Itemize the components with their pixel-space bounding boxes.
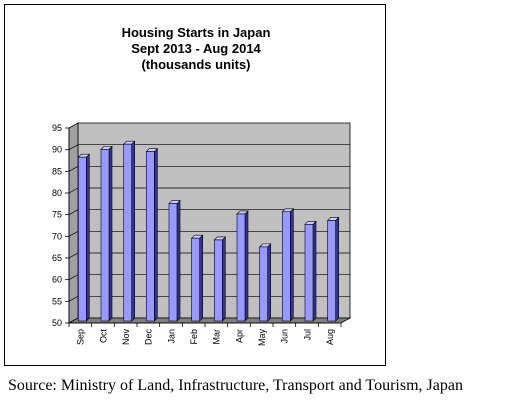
source-note: Source: Ministry of Land, Infrastructure… [8, 377, 463, 394]
bar [304, 224, 314, 322]
bar-side [199, 234, 203, 322]
bar-side [176, 199, 181, 322]
chart-plot: 50 55 60 65 70 75 80 85 90 95 Sep Oct Nov Dec Jan Feb Ma… [52, 122, 352, 347]
y-tick-label: 55 [52, 296, 62, 306]
x-tick-label: May [257, 329, 267, 347]
bar [327, 220, 336, 322]
x-tick-label: Nov [121, 329, 131, 346]
bar [146, 151, 155, 322]
bar [100, 149, 110, 322]
y-tick-label: 90 [52, 145, 62, 155]
y-tick-label: 50 [52, 318, 62, 328]
bar-side [244, 210, 249, 322]
y-tick-label: 60 [52, 275, 62, 285]
y-tick-label: 70 [52, 231, 62, 241]
x-tick-label: Sep [76, 329, 86, 345]
gridline [68, 231, 79, 237]
chart-side-wall [68, 122, 79, 324]
chart-title-line-2: Sept 2013 - Aug 2014 [131, 41, 261, 56]
x-tick-label: Dec [144, 329, 154, 346]
y-tick-label: 80 [52, 188, 62, 198]
x-tick-label: Apr [234, 329, 244, 343]
bar [259, 246, 268, 322]
bar-side [86, 153, 90, 322]
chart-title-line-3: (thousands units) [141, 57, 251, 72]
bar-side [335, 216, 339, 322]
y-tick-label: 95 [52, 123, 62, 133]
x-tick-label: Oct [98, 329, 108, 344]
x-tick-label: Jan [166, 329, 176, 344]
chart-title: Housing Starts in Japan Sept 2013 - Aug … [5, 25, 387, 73]
bar [123, 143, 132, 322]
gridline [68, 252, 79, 259]
bar-side [222, 236, 226, 322]
bar [282, 211, 291, 322]
x-tick-label: Feb [189, 329, 199, 345]
x-tick-label: Jun [280, 329, 290, 344]
y-tick-label: 65 [52, 253, 62, 263]
bar-side [108, 145, 113, 322]
x-tick-label: Mar [212, 329, 222, 345]
bar [78, 156, 87, 322]
gridline [68, 209, 79, 215]
bar-side [154, 147, 158, 322]
bar-side [267, 243, 271, 322]
gridline [68, 296, 79, 302]
bar-side [290, 208, 294, 322]
bar [236, 213, 246, 322]
bar-side [131, 140, 135, 322]
bar [191, 237, 200, 322]
y-tick-label: 75 [52, 210, 62, 220]
gridline [68, 166, 79, 172]
bar [214, 239, 223, 322]
gridline [68, 144, 79, 150]
x-tick-label: Aug [325, 329, 335, 345]
y-tick-label: 85 [52, 166, 62, 176]
bar [168, 203, 178, 322]
gridline [68, 187, 79, 194]
chart-frame: Housing Starts in Japan Sept 2013 - Aug … [4, 4, 386, 366]
chart-title-line-1: Housing Starts in Japan [121, 25, 271, 40]
gridline [68, 274, 79, 280]
x-tick-label: Jul [302, 329, 312, 341]
bar-side [312, 220, 317, 322]
